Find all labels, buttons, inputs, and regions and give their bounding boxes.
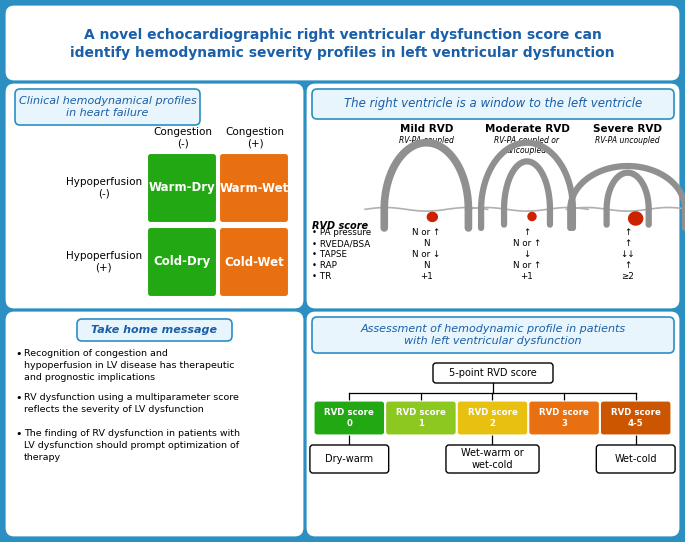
FancyBboxPatch shape <box>7 85 302 307</box>
FancyBboxPatch shape <box>15 89 200 125</box>
Text: N or ↓: N or ↓ <box>412 250 440 260</box>
Text: Wet-warm or
wet-cold: Wet-warm or wet-cold <box>461 448 524 470</box>
Text: identify hemodynamic severity profiles in left ventricular dysfunction: identify hemodynamic severity profiles i… <box>70 46 615 60</box>
Text: Wet-cold: Wet-cold <box>614 454 657 464</box>
Text: ↓: ↓ <box>523 250 531 260</box>
Text: ≥2: ≥2 <box>621 273 634 281</box>
Text: RVD score
0: RVD score 0 <box>325 408 374 428</box>
FancyBboxPatch shape <box>219 227 289 297</box>
Text: N or ↑: N or ↑ <box>513 240 541 248</box>
Text: Congestion: Congestion <box>225 127 284 137</box>
Text: RV dysfunction using a multiparameter score
reflects the severity of LV dysfunct: RV dysfunction using a multiparameter sc… <box>24 393 239 414</box>
Text: +1: +1 <box>420 273 433 281</box>
Text: Warm-Wet: Warm-Wet <box>219 182 288 195</box>
Text: • RAP: • RAP <box>312 261 337 270</box>
FancyBboxPatch shape <box>312 89 674 119</box>
FancyBboxPatch shape <box>7 7 678 79</box>
Text: Recognition of congestion and
hypoperfusion in LV disease has therapeutic
and pr: Recognition of congestion and hypoperfus… <box>24 349 234 382</box>
Text: A novel echocardiographic right ventricular dysfunction score can: A novel echocardiographic right ventricu… <box>84 28 601 42</box>
Text: Hypoperfusion
(+): Hypoperfusion (+) <box>66 251 142 273</box>
Text: +1: +1 <box>521 273 534 281</box>
Polygon shape <box>427 212 437 222</box>
Text: ↑: ↑ <box>624 240 632 248</box>
Text: N: N <box>423 261 429 270</box>
FancyBboxPatch shape <box>433 363 553 383</box>
Text: • TAPSE: • TAPSE <box>312 250 347 260</box>
Text: ↑: ↑ <box>624 261 632 270</box>
Text: Cold-Dry: Cold-Dry <box>153 255 210 268</box>
Text: • RVEDA/BSA: • RVEDA/BSA <box>312 240 371 248</box>
Text: Hypoperfusion
(-): Hypoperfusion (-) <box>66 177 142 199</box>
Text: RV-PA coupled or
uncoupled: RV-PA coupled or uncoupled <box>495 136 560 156</box>
Text: Take home message: Take home message <box>92 325 218 335</box>
FancyBboxPatch shape <box>310 445 388 473</box>
Text: RVD score: RVD score <box>312 221 368 231</box>
Text: (-): (-) <box>177 139 189 149</box>
Polygon shape <box>629 212 643 225</box>
FancyBboxPatch shape <box>147 227 217 297</box>
Text: The finding of RV dysfunction in patients with
LV dysfunction should prompt opti: The finding of RV dysfunction in patient… <box>24 429 240 462</box>
Text: • TR: • TR <box>312 273 332 281</box>
FancyBboxPatch shape <box>386 401 456 435</box>
Text: Warm-Dry: Warm-Dry <box>149 182 215 195</box>
Text: Mild RVD: Mild RVD <box>399 124 453 134</box>
FancyBboxPatch shape <box>77 319 232 341</box>
FancyBboxPatch shape <box>529 401 599 435</box>
Text: Moderate RVD: Moderate RVD <box>484 124 569 134</box>
FancyBboxPatch shape <box>308 313 678 535</box>
Text: RV-PA coupled: RV-PA coupled <box>399 136 453 145</box>
FancyBboxPatch shape <box>446 445 539 473</box>
Text: Clinical hemodynamical profiles
in heart failure: Clinical hemodynamical profiles in heart… <box>18 96 197 118</box>
Text: 5-point RVD score: 5-point RVD score <box>449 368 537 378</box>
Text: •: • <box>15 393 21 403</box>
FancyBboxPatch shape <box>600 401 671 435</box>
Text: ↑: ↑ <box>523 229 531 237</box>
FancyBboxPatch shape <box>597 445 675 473</box>
FancyBboxPatch shape <box>457 401 528 435</box>
FancyBboxPatch shape <box>147 153 217 223</box>
Text: RVD score
4-5: RVD score 4-5 <box>611 408 660 428</box>
FancyBboxPatch shape <box>314 401 384 435</box>
Text: N or ↑: N or ↑ <box>412 229 440 237</box>
Text: ↑: ↑ <box>624 229 632 237</box>
Text: N: N <box>423 240 429 248</box>
Text: ↓↓: ↓↓ <box>621 250 635 260</box>
Polygon shape <box>528 212 536 221</box>
Text: Severe RVD: Severe RVD <box>593 124 662 134</box>
Text: Congestion: Congestion <box>153 127 212 137</box>
Text: • PA pressure: • PA pressure <box>312 229 371 237</box>
Text: The right ventricle is a window to the left ventricle: The right ventricle is a window to the l… <box>344 98 642 111</box>
Text: Dry-warm: Dry-warm <box>325 454 373 464</box>
Text: Cold-Wet: Cold-Wet <box>224 255 284 268</box>
Text: (+): (+) <box>247 139 263 149</box>
Text: RVD score
1: RVD score 1 <box>396 408 446 428</box>
Text: Assessment of hemodynamic profile in patients
with left ventricular dysfunction: Assessment of hemodynamic profile in pat… <box>360 324 625 346</box>
FancyBboxPatch shape <box>7 313 302 535</box>
Text: RV-PA uncoupled: RV-PA uncoupled <box>595 136 660 145</box>
FancyBboxPatch shape <box>219 153 289 223</box>
FancyBboxPatch shape <box>308 85 678 307</box>
Text: •: • <box>15 349 21 359</box>
Text: RVD score
3: RVD score 3 <box>539 408 589 428</box>
Text: RVD score
2: RVD score 2 <box>468 408 517 428</box>
Text: N or ↑: N or ↑ <box>513 261 541 270</box>
Text: •: • <box>15 429 21 439</box>
FancyBboxPatch shape <box>312 317 674 353</box>
